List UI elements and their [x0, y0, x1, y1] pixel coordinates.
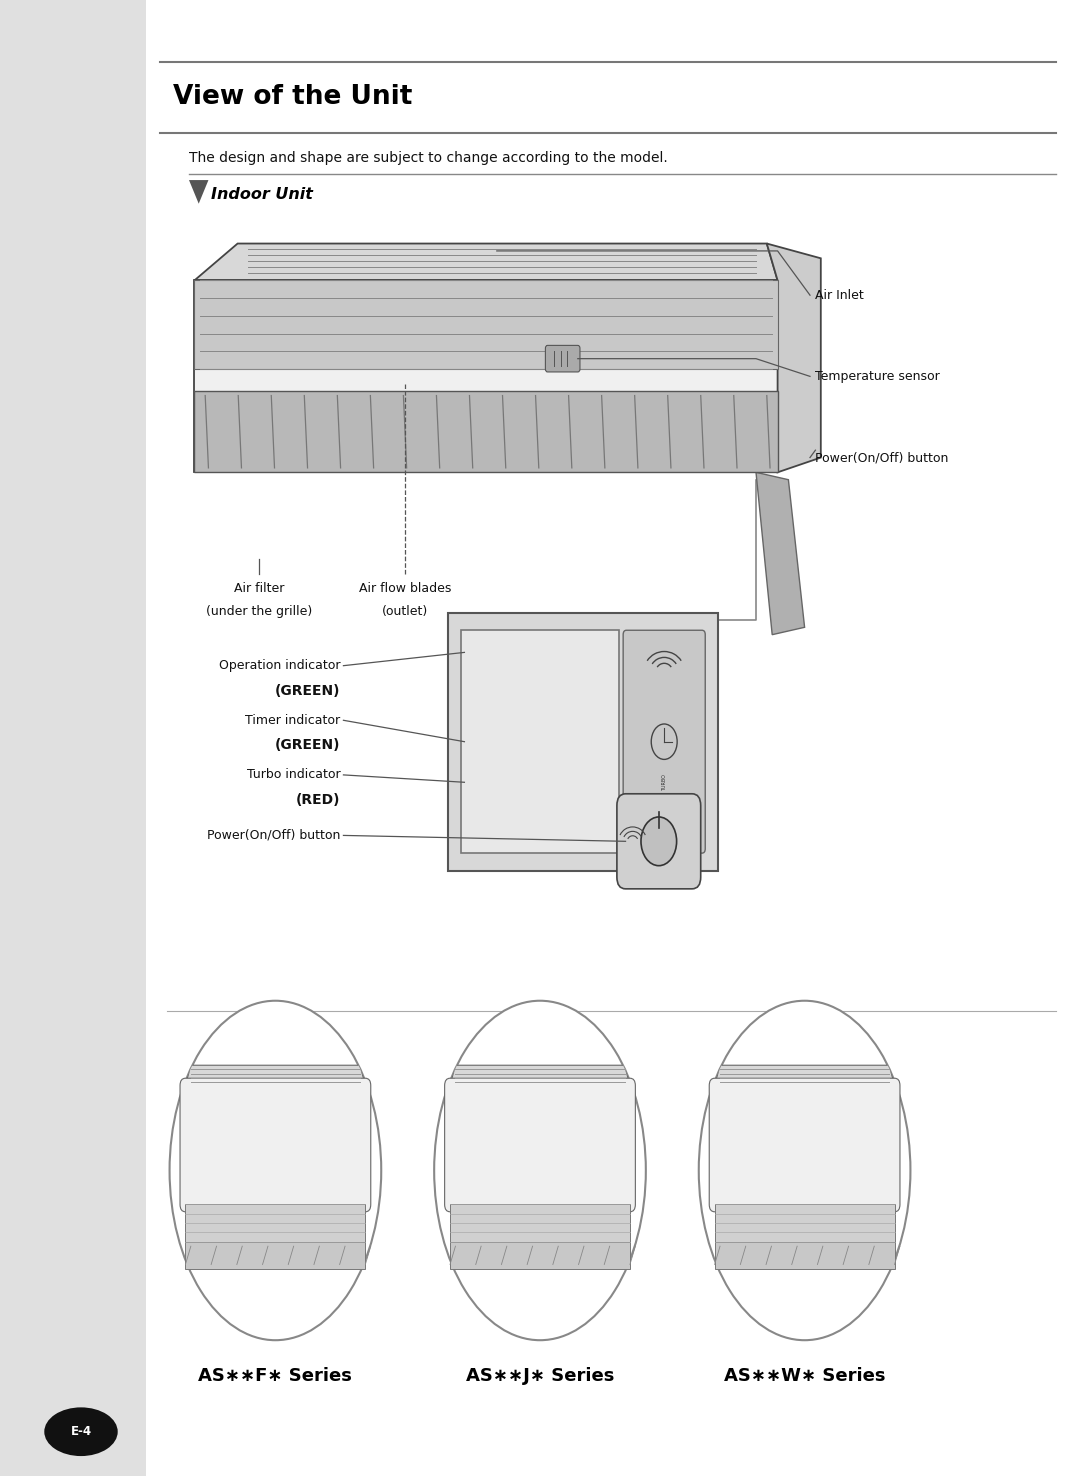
Text: Temperature sensor: Temperature sensor — [815, 370, 941, 382]
Polygon shape — [756, 472, 805, 635]
Bar — [186, 1241, 365, 1269]
Polygon shape — [194, 280, 778, 369]
Text: Timer indicator: Timer indicator — [245, 714, 340, 726]
Text: (under the grille): (under the grille) — [206, 605, 312, 617]
Text: AS∗∗J∗ Series: AS∗∗J∗ Series — [465, 1367, 615, 1384]
Text: TURBO: TURBO — [662, 773, 666, 791]
Bar — [0, 0, 319, 96]
FancyBboxPatch shape — [545, 345, 580, 372]
Polygon shape — [767, 244, 821, 472]
Text: Power(On/Off) button: Power(On/Off) button — [815, 452, 948, 463]
FancyBboxPatch shape — [623, 630, 705, 853]
Bar — [715, 1241, 894, 1269]
Text: (GREEN): (GREEN) — [274, 738, 340, 753]
Polygon shape — [189, 180, 208, 204]
FancyBboxPatch shape — [445, 1077, 635, 1212]
Text: Indoor Unit: Indoor Unit — [211, 187, 312, 202]
Bar — [450, 1241, 630, 1269]
Text: Air Inlet: Air Inlet — [815, 289, 864, 301]
Text: Turbo indicator: Turbo indicator — [246, 769, 340, 781]
Text: Power(On/Off) button: Power(On/Off) button — [207, 830, 340, 841]
Text: View of the Unit: View of the Unit — [173, 84, 413, 111]
Bar — [0, 0, 146, 1476]
Text: (RED): (RED) — [296, 793, 340, 807]
Text: E-4: E-4 — [70, 1426, 92, 1438]
Text: Operation indicator: Operation indicator — [218, 660, 340, 672]
Bar — [186, 1204, 365, 1241]
Ellipse shape — [44, 1408, 118, 1455]
Text: Air filter: Air filter — [234, 583, 284, 595]
Ellipse shape — [434, 1001, 646, 1340]
Polygon shape — [194, 280, 778, 472]
Text: (outlet): (outlet) — [382, 605, 428, 617]
Text: (GREEN): (GREEN) — [274, 683, 340, 698]
Ellipse shape — [699, 1001, 910, 1340]
Polygon shape — [715, 1066, 894, 1086]
Bar — [0, 1365, 319, 1476]
Ellipse shape — [170, 1001, 381, 1340]
Text: AS∗∗W∗ Series: AS∗∗W∗ Series — [724, 1367, 886, 1384]
Circle shape — [640, 818, 676, 865]
FancyBboxPatch shape — [710, 1077, 900, 1212]
FancyBboxPatch shape — [448, 613, 718, 871]
FancyBboxPatch shape — [617, 794, 701, 889]
Text: AS∗∗F∗ Series: AS∗∗F∗ Series — [199, 1367, 352, 1384]
FancyBboxPatch shape — [180, 1077, 370, 1212]
FancyBboxPatch shape — [461, 630, 619, 853]
Polygon shape — [194, 391, 778, 472]
Text: Air flow blades: Air flow blades — [359, 583, 451, 595]
Polygon shape — [194, 244, 778, 280]
Bar — [146, 0, 1080, 1476]
Bar — [715, 1204, 894, 1241]
Polygon shape — [450, 1066, 630, 1086]
Text: The design and shape are subject to change according to the model.: The design and shape are subject to chan… — [189, 151, 667, 165]
Bar — [450, 1204, 630, 1241]
Polygon shape — [186, 1066, 365, 1086]
